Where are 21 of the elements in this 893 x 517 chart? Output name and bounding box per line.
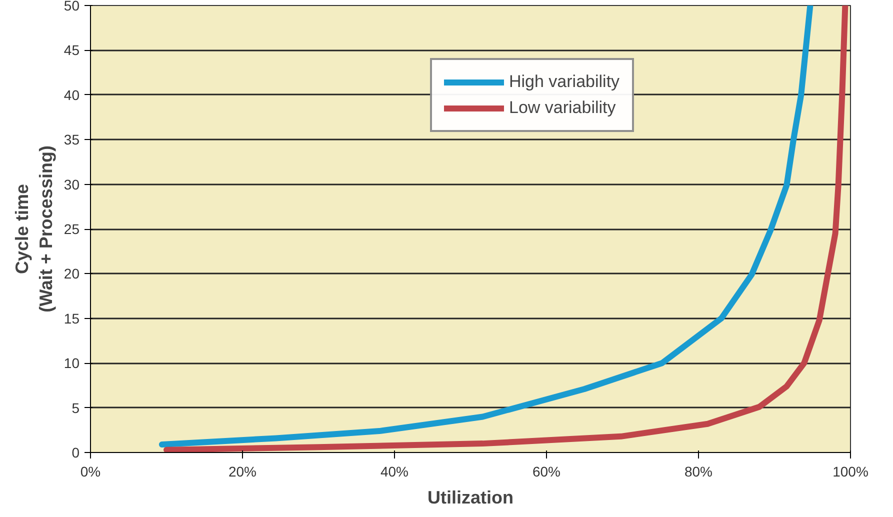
y-tick-label: 45 [64, 42, 80, 58]
y-tick-label: 0 [72, 444, 80, 460]
x-tick-label: 0% [80, 464, 101, 480]
legend-label: Low variability [509, 98, 616, 118]
x-tick-label: 100% [832, 464, 868, 480]
y-tick-label: 40 [64, 86, 80, 103]
x-tick-label: 80% [684, 464, 713, 480]
y-tick-label: 10 [64, 355, 80, 372]
y-tick-label: 20 [64, 266, 80, 282]
y-tick-label: 5 [72, 400, 80, 416]
y-tick-label: 30 [64, 176, 80, 192]
x-tick-label: 40% [380, 464, 409, 480]
x-tick-label: 20% [228, 464, 257, 480]
x-tick-label: 60% [532, 464, 561, 480]
legend-label: High variability [509, 72, 620, 92]
x-axis-title: Utilization [428, 488, 514, 508]
y-axis-title: Cycle time (Wait + Processing) [12, 146, 56, 312]
y-tick-label: 50 [64, 0, 80, 14]
y-tick-label: 35 [64, 132, 80, 148]
y-tick-label: 15 [64, 310, 80, 326]
y-tick-label: 25 [64, 221, 80, 237]
